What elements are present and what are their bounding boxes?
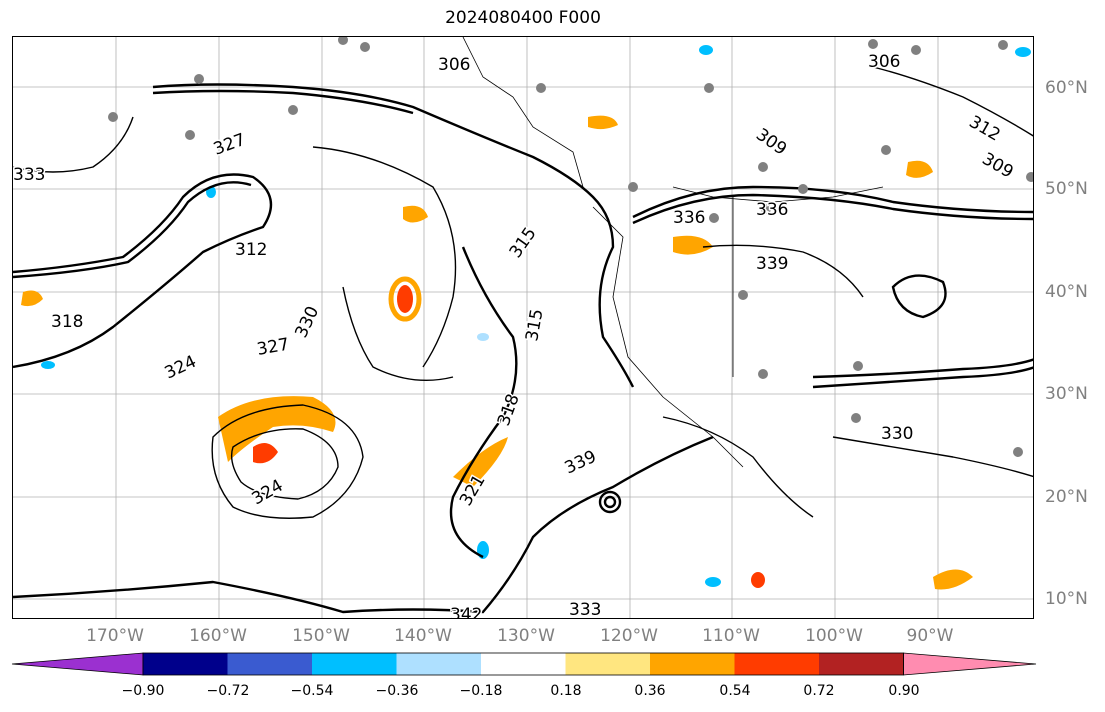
colorbar-bin <box>734 653 819 675</box>
lat-label-50n: 50°N <box>1045 179 1088 199</box>
colorbar-bin <box>396 653 481 675</box>
colorbar <box>11 652 1037 676</box>
lat-label-10n: 10°N <box>1045 589 1088 609</box>
map-title: 2024080400 F000 <box>445 8 601 28</box>
contour-label: 309 <box>752 125 790 160</box>
contour-label: 339 <box>756 254 788 274</box>
colorbar-extension-low <box>11 652 144 676</box>
shaded-anomalies <box>21 45 1031 590</box>
contour-label: 318 <box>494 391 524 428</box>
colorbar-outline <box>142 652 904 676</box>
colorbar-bin <box>481 653 566 675</box>
lon-label-90w: 90°W <box>906 626 954 646</box>
contour-label: 333 <box>569 600 601 619</box>
colorbar-bin <box>565 653 650 675</box>
colorbar-tick: 0.90 <box>888 683 920 699</box>
contour-label: 330 <box>881 424 913 444</box>
lat-label-20n: 20°N <box>1045 487 1088 507</box>
colorbar-tick: 0.54 <box>719 683 751 699</box>
thin-contours <box>13 66 1033 519</box>
contour-label: 312 <box>966 112 1004 146</box>
graticule <box>13 37 1033 618</box>
contour-label: 315 <box>522 307 547 342</box>
lon-label-110w: 110°W <box>702 626 760 646</box>
colorbar-tick: 0.18 <box>550 683 582 699</box>
contour-label: 339 <box>562 447 600 479</box>
contour-label: 306 <box>868 52 900 72</box>
contour-label: 330 <box>291 303 323 341</box>
contour-label: 324 <box>162 352 200 384</box>
contour-label: 306 <box>438 55 470 75</box>
colorbar-bin <box>819 653 904 675</box>
contour-label-layer: 306 3063123183243303363393153213273333093… <box>13 51 1018 619</box>
colorbar-bin <box>650 653 735 675</box>
colorbar-extension-high <box>903 652 1037 676</box>
colorbar-tick: −0.36 <box>375 683 419 699</box>
contour-label: 312 <box>235 240 267 260</box>
contour-label: 315 <box>506 224 541 262</box>
colorbar-tick: −0.54 <box>290 683 334 699</box>
contour-label: 324 <box>249 476 287 510</box>
contour-label: 327 <box>255 335 290 360</box>
height-contours <box>13 83 1033 614</box>
map-canvas: 306 3063123183243303363393153213273333093… <box>13 37 1033 619</box>
lon-label-160w: 160°W <box>189 626 247 646</box>
lon-label-120w: 120°W <box>600 626 658 646</box>
lat-label-60n: 60°N <box>1045 78 1088 98</box>
lon-label-150w: 150°W <box>292 626 350 646</box>
colorbar-tick: −0.72 <box>206 683 250 699</box>
contour-label: 318 <box>51 312 83 332</box>
colorbar-tick: 0.36 <box>634 683 666 699</box>
colorbar-bin <box>312 653 397 675</box>
colorbar-tick: −0.90 <box>121 683 165 699</box>
contour-label: 333 <box>13 165 45 185</box>
lon-label-140w: 140°W <box>394 626 452 646</box>
colorbar-bin <box>143 653 228 675</box>
lat-label-40n: 40°N <box>1045 282 1088 302</box>
map-panel: 306 306 312 318 324 330 336 339 315 321 327 333 309 3… <box>12 36 1034 619</box>
contour-label: 327 <box>211 130 248 160</box>
contour-label: 336 <box>673 208 705 228</box>
lon-label-170w: 170°W <box>86 626 144 646</box>
contour-label: 336 <box>756 200 788 220</box>
lon-label-100w: 100°W <box>805 626 863 646</box>
lat-label-30n: 30°N <box>1045 384 1088 404</box>
contour-label: 342 <box>450 605 482 619</box>
lon-label-130w: 130°W <box>497 626 555 646</box>
colorbar-tick: −0.18 <box>459 683 503 699</box>
colorbar-tick: 0.72 <box>803 683 835 699</box>
colorbar-bin <box>227 653 312 675</box>
station-markers <box>108 37 1033 457</box>
contour-label: 309 <box>979 149 1017 183</box>
